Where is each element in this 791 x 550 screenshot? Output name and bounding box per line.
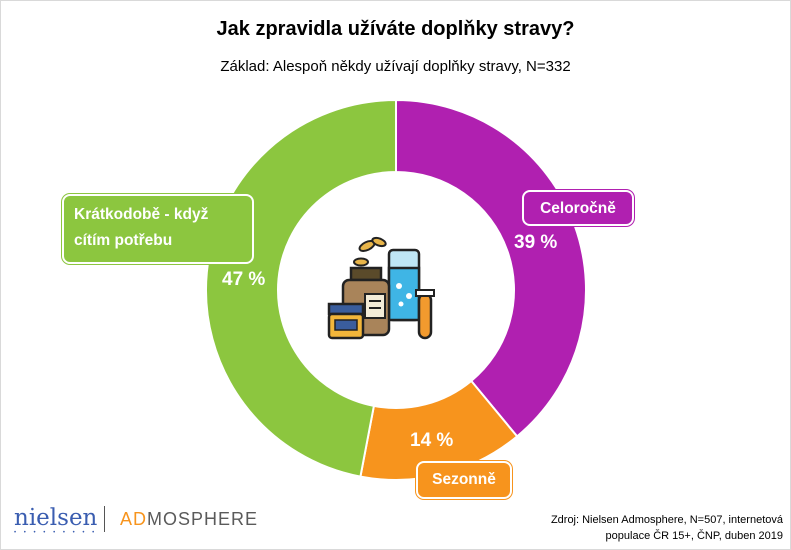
source-line-1: Zdroj: Nielsen Admosphere, N=507, intern… (550, 514, 783, 526)
chart-title: Jak zpravidla užíváte doplňky stravy? (216, 18, 575, 40)
slice-kratkodobe (204, 98, 397, 478)
value-label-celorocne: 39 % (514, 232, 558, 253)
label-celorocne: Celoročně (522, 190, 634, 226)
nielsen-logo-dots: • • • • • • • • • (14, 530, 98, 536)
value-label-kratkodobe: 47 % (222, 269, 266, 290)
logo-separator (104, 506, 105, 532)
supplements-icon (327, 236, 435, 340)
slice-celorocne (395, 98, 587, 438)
label-kratkodobe: Krátkodobě - když cítím potřebu (62, 194, 254, 264)
nielsen-logo: nielsen (14, 505, 98, 531)
value-label-sezonne: 14 % (410, 430, 454, 451)
chart-subtitle: Základ: Alespoň někdy užívají doplňky st… (220, 58, 571, 75)
admosphere-logo-rest: MOSPHERE (147, 509, 259, 529)
source-note: Zdroj: Nielsen Admosphere, N=507, intern… (453, 512, 783, 544)
admosphere-logo-ad: AD (120, 509, 148, 529)
label-sezonne: Sezonně (416, 461, 512, 499)
admosphere-logo: ADMOSPHERE (120, 509, 258, 530)
source-line-2: populace ČR 15+, ČNP, duben 2019 (605, 530, 783, 542)
